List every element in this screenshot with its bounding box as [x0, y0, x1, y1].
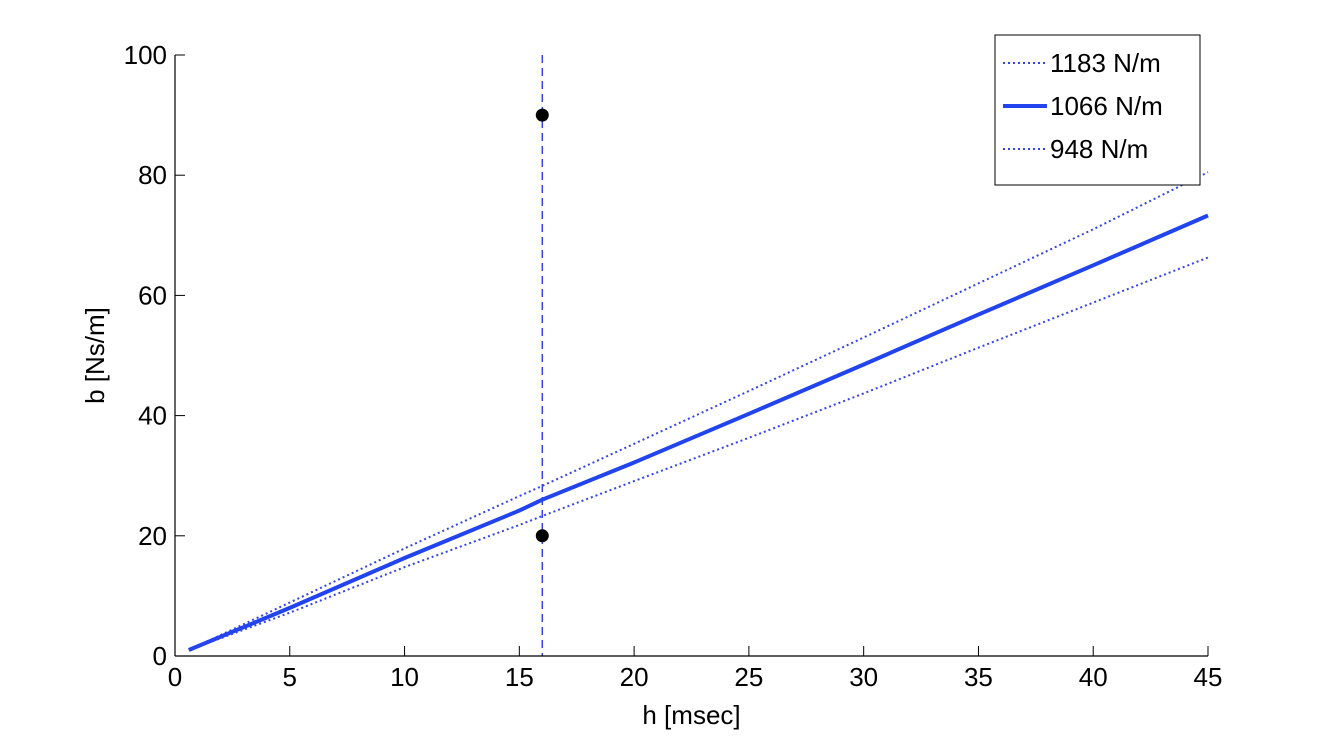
x-tick-label-1: 5 [283, 662, 297, 692]
y-tick-label-0: 0 [153, 641, 167, 671]
y-tick-label-2: 40 [138, 401, 167, 431]
x-tick-label-3: 15 [505, 662, 534, 692]
x-tick-label-2: 10 [390, 662, 419, 692]
data-point-1 [535, 529, 549, 543]
x-tick-label-4: 20 [620, 662, 649, 692]
legend: 1183 N/m 1066 N/m 948 N/m [994, 34, 1201, 186]
series-line-1 [188, 213, 1209, 652]
legend-label-0: 1183 N/m [1050, 48, 1161, 78]
plot-area [188, 55, 1209, 656]
x-tick-label-7: 35 [964, 662, 993, 692]
x-tick-label-9: 45 [1194, 662, 1223, 692]
y-tick-label-4: 80 [138, 160, 167, 190]
y-axis-label: b [Ns/m] [80, 307, 110, 404]
data-point-0 [535, 108, 549, 122]
y-tick-label-1: 20 [138, 521, 167, 551]
x-tick-label-8: 40 [1079, 662, 1108, 692]
y-tick-label-3: 60 [138, 280, 167, 310]
axes: 0 5 10 15 20 25 30 35 40 45 0 20 40 60 80 100 [124, 40, 1223, 692]
x-tick-label-0: 0 [168, 662, 182, 692]
x-tick-label-5: 25 [734, 662, 763, 692]
series-line-0 [188, 171, 1209, 651]
series-line-2 [188, 256, 1209, 651]
legend-label-2: 948 N/m [1050, 134, 1148, 164]
y-tick-label-5: 100 [124, 40, 167, 70]
x-axis-label: h [msec] [642, 700, 740, 730]
legend-label-1: 1066 N/m [1050, 91, 1163, 121]
legend-box [994, 34, 1201, 186]
x-tick-label-6: 30 [849, 662, 878, 692]
